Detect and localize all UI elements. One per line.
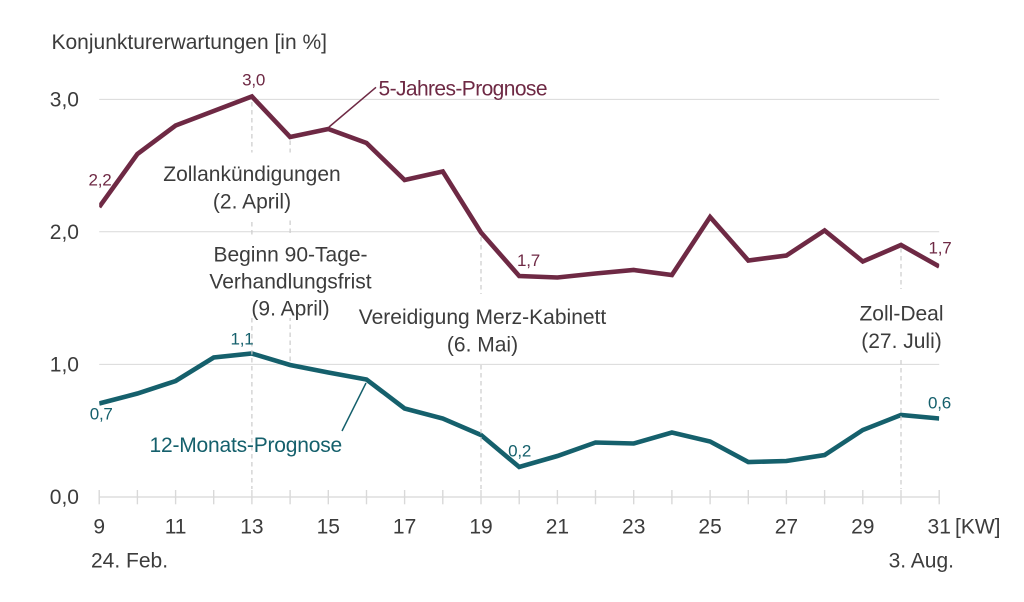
svg-text:(27. Juli): (27. Juli) bbox=[861, 330, 942, 353]
svg-text:0,6: 0,6 bbox=[928, 394, 951, 413]
svg-text:12-Monats-Prognose: 12-Monats-Prognose bbox=[150, 434, 343, 457]
svg-text:Zoll-Deal: Zoll-Deal bbox=[859, 303, 943, 326]
svg-text:Zollankündigungen: Zollankündigungen bbox=[163, 163, 340, 186]
svg-text:19: 19 bbox=[469, 516, 492, 539]
svg-text:0,7: 0,7 bbox=[90, 404, 113, 423]
svg-text:1,7: 1,7 bbox=[517, 251, 540, 270]
svg-text:0,2: 0,2 bbox=[508, 442, 531, 461]
svg-text:21: 21 bbox=[546, 516, 569, 539]
svg-text:(9. April): (9. April) bbox=[251, 297, 329, 320]
svg-text:9: 9 bbox=[93, 516, 105, 539]
svg-text:(6. Mai): (6. Mai) bbox=[447, 334, 518, 357]
svg-text:15: 15 bbox=[317, 516, 340, 539]
svg-text:Vereidigung Merz-Kabinett: Vereidigung Merz-Kabinett bbox=[359, 306, 607, 329]
svg-text:2,0: 2,0 bbox=[50, 221, 79, 244]
svg-text:Konjunkturerwartungen [in %]: Konjunkturerwartungen [in %] bbox=[52, 31, 328, 54]
svg-text:1,0: 1,0 bbox=[50, 354, 79, 377]
svg-text:2,2: 2,2 bbox=[89, 171, 112, 190]
svg-text:29: 29 bbox=[851, 516, 874, 539]
svg-text:3,0: 3,0 bbox=[50, 89, 79, 112]
svg-text:Verhandlungsfrist: Verhandlungsfrist bbox=[209, 270, 371, 293]
svg-text:0,0: 0,0 bbox=[50, 486, 79, 509]
svg-text:13: 13 bbox=[240, 516, 263, 539]
svg-text:11: 11 bbox=[165, 516, 187, 539]
svg-text:Beginn 90-Tage-: Beginn 90-Tage- bbox=[213, 243, 367, 266]
svg-text:3,0: 3,0 bbox=[242, 71, 265, 90]
svg-text:27: 27 bbox=[775, 516, 798, 539]
svg-text:23: 23 bbox=[622, 516, 645, 539]
svg-text:1,1: 1,1 bbox=[231, 330, 254, 349]
svg-text:[KW]: [KW] bbox=[955, 516, 1001, 539]
svg-text:17: 17 bbox=[393, 516, 416, 539]
svg-text:31: 31 bbox=[928, 516, 951, 539]
svg-text:(2. April): (2. April) bbox=[213, 191, 291, 214]
svg-text:24. Feb.: 24. Feb. bbox=[91, 550, 168, 573]
svg-text:3. Aug.: 3. Aug. bbox=[889, 550, 954, 573]
svg-text:5-Jahres-Prognose: 5-Jahres-Prognose bbox=[379, 77, 547, 100]
svg-text:1,7: 1,7 bbox=[929, 239, 952, 258]
svg-text:25: 25 bbox=[698, 516, 721, 539]
